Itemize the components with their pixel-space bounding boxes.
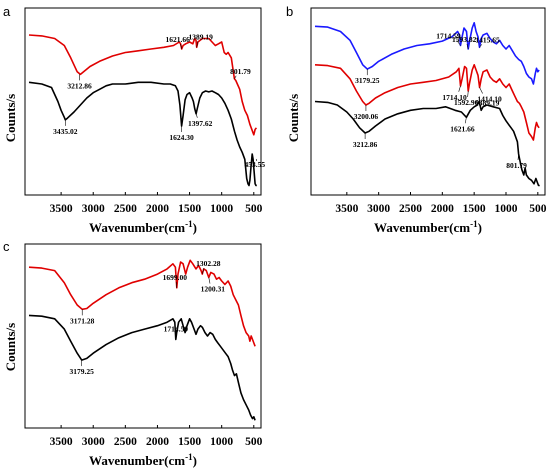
panel-b-black-curve [314, 100, 540, 187]
panel-a-black-curve [28, 81, 257, 187]
x-tick-label: 3000 [367, 203, 390, 215]
peak-annotation: 3179.25 [355, 76, 380, 85]
x-tick-label: 500 [529, 203, 547, 215]
peak-annotation: 1593.82 [452, 35, 477, 44]
peak-annotation: 1621.66 [450, 124, 475, 133]
panel-b-blue-curve [314, 22, 540, 85]
x-tick-label: 1000 [210, 436, 233, 448]
peak-leader-line [458, 85, 461, 92]
peak-leader-line [201, 267, 205, 275]
panel-c-xlabel: Wavenumber(cm-1) [89, 452, 197, 468]
peak-annotation: 801.79 [506, 161, 527, 170]
panel-a-ylabel: Counts/s [3, 94, 18, 142]
x-tick-label: 3000 [82, 436, 105, 448]
panel-b: b Counts/s 1714.591593.821415.653179.251… [286, 4, 547, 235]
peak-annotation: 1714.59 [164, 324, 189, 333]
peak-annotation: 1592.96 [454, 98, 479, 107]
panel-c-tick-layer: 3500 3000 2500 2000 1500 1000 500 [50, 425, 263, 448]
peak-annotation: 453.55 [244, 160, 265, 169]
panel-c-ylabel: Counts/s [3, 323, 18, 371]
x-tick-label: 3000 [82, 203, 105, 215]
peak-leader-line [479, 87, 483, 94]
peak-annotation: 1414.10 [477, 95, 502, 104]
x-tick-label: 2500 [114, 436, 137, 448]
peak-annotation: 3212.86 [353, 140, 378, 149]
x-tick-label: 3500 [50, 203, 73, 215]
panel-b-xlabel: Wavenumber(cm-1) [374, 219, 482, 235]
peak-annotation: 1397.62 [188, 119, 213, 128]
peak-leader-line [208, 277, 211, 284]
peak-leader-line [466, 43, 469, 50]
peak-leader-line [479, 44, 483, 48]
x-tick-label: 1000 [210, 203, 233, 215]
panel-c-red-curve [28, 259, 256, 347]
peak-leader-line [180, 43, 183, 50]
panel-b-plot-frame [310, 7, 546, 196]
x-tick-label: 2000 [146, 436, 169, 448]
panel-c: c Counts/s 1699.00 1302.28 1200.31 1714.59 3… [3, 239, 263, 468]
x-tick-label: 3500 [50, 436, 73, 448]
x-tick-label: 2500 [399, 203, 422, 215]
x-tick-label: 1000 [494, 203, 517, 215]
peak-leader-line [234, 75, 237, 79]
panel-a-plot-frame [24, 7, 262, 196]
peak-annotation: 1389.19 [475, 98, 500, 107]
x-tick-label: 500 [245, 203, 263, 215]
peak-annotation: 1621.66 [166, 35, 191, 44]
panel-a-tick-layer: 3500 3000 2500 2000 1500 1000 500 [50, 192, 263, 215]
peak-annotation: 3171.28 [70, 316, 95, 325]
panel-a-xlabel: Wavenumber(cm-1) [89, 219, 197, 235]
x-tick-label: 500 [245, 436, 263, 448]
peak-annotation: 3200.06 [354, 112, 379, 121]
x-tick-label: 2500 [114, 203, 137, 215]
panel-b-red-curve [314, 64, 540, 141]
panel-b-ylabel: Counts/s [286, 94, 301, 142]
x-tick-label: 1500 [178, 203, 201, 215]
panel-b-series-layer [314, 22, 540, 187]
peak-annotation: 3179.25 [70, 367, 95, 376]
peak-leader-line [464, 117, 467, 124]
panel-a-letter: a [3, 4, 11, 19]
x-tick-label: 2000 [146, 203, 169, 215]
peak-annotation: 801.79 [230, 67, 251, 76]
panel-b-letter: b [286, 4, 293, 19]
panel-c-plot-frame [24, 243, 262, 429]
panel-c-letter: c [3, 239, 10, 254]
peak-annotation: 1415.65 [475, 35, 500, 44]
peak-leader-line [196, 41, 199, 48]
peak-annotation: 1714.10 [442, 93, 467, 102]
panel-a-series-layer [28, 34, 258, 187]
peak-leader-line [195, 113, 198, 118]
peak-leader-line [175, 281, 178, 288]
panel-c-series-layer [28, 259, 256, 421]
peak-leader-line [456, 40, 461, 46]
x-tick-label: 2000 [431, 203, 454, 215]
peak-annotation: 1714.59 [436, 32, 461, 41]
peak-annotation: 1699.00 [163, 273, 188, 282]
peak-annotation: 1624.30 [169, 133, 194, 142]
panel-b-tick-layer: 3500 3000 2500 2000 1500 1000 500 [335, 192, 547, 215]
peak-leader-line [517, 153, 519, 161]
panel-c-annotation-layer: 1699.00 1302.28 1200.31 1714.59 3171.28 3179.… [70, 259, 226, 376]
x-tick-label: 1500 [463, 203, 486, 215]
panel-c-black-curve [28, 314, 256, 421]
peak-leader-line [480, 107, 484, 111]
peak-annotation: 1389.19 [188, 32, 213, 41]
x-tick-label: 1500 [178, 436, 201, 448]
peak-leader-line [255, 158, 258, 162]
peak-annotation: 1200.31 [201, 285, 226, 294]
x-tick-label: 3500 [335, 203, 358, 215]
peak-annotation: 3212.86 [67, 81, 92, 90]
peak-annotation: 3435.02 [53, 127, 78, 136]
peak-annotation: 1302.28 [196, 259, 221, 268]
panel-a-red-curve [28, 34, 258, 136]
peak-leader-line [467, 90, 469, 98]
